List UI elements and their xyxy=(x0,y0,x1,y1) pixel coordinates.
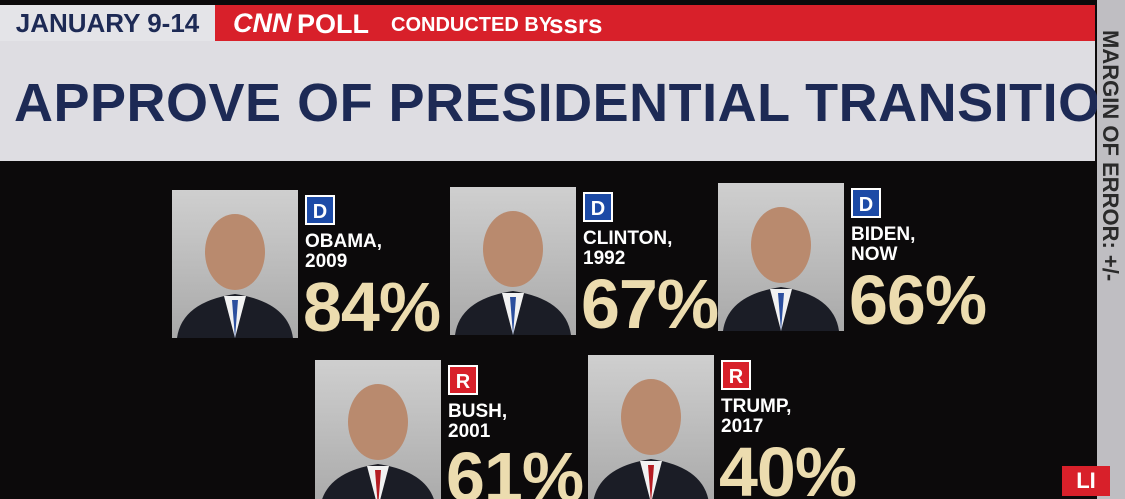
portrait xyxy=(588,355,714,499)
candidate-name: BIDEN, xyxy=(851,224,916,245)
candidate-name: BUSH, xyxy=(448,401,508,422)
candidate-year: 2009 xyxy=(305,251,348,272)
candidate-name: TRUMP, xyxy=(721,396,792,417)
poll-label: POLL xyxy=(297,9,369,39)
portrait xyxy=(315,360,441,499)
portrait-silhouette xyxy=(322,384,434,499)
portrait xyxy=(172,190,298,338)
party-badge: R xyxy=(448,365,478,395)
sponsor-label: ssrs xyxy=(549,9,603,39)
poll-banner: CNN POLL CONDUCTED BY ssrs xyxy=(215,5,1095,41)
candidate-name: CLINTON, xyxy=(583,228,673,249)
party-badge: D xyxy=(305,195,335,225)
portrait-silhouette xyxy=(177,214,293,338)
candidate-year: 2001 xyxy=(448,421,491,442)
candidate-year: 2017 xyxy=(721,416,764,437)
portrait-silhouette xyxy=(593,379,709,499)
date-label: JANUARY 9-14 xyxy=(0,5,215,41)
approval-value: 67% xyxy=(581,265,719,343)
candidate-name: OBAMA, xyxy=(305,231,383,252)
candidate-year: NOW xyxy=(851,244,898,265)
approval-value: 66% xyxy=(849,261,987,339)
approval-value: 61% xyxy=(446,438,584,499)
conducted-label: CONDUCTED BY xyxy=(391,14,553,36)
party-badge: R xyxy=(721,360,751,390)
approval-value: 40% xyxy=(719,433,857,499)
margin-of-error: MARGIN OF ERROR: +/- xyxy=(1098,30,1123,282)
portrait xyxy=(718,183,844,331)
title: APPROVE OF PRESIDENTIAL TRANSITION xyxy=(14,73,1125,133)
portrait xyxy=(450,187,576,335)
side-strip xyxy=(1097,0,1125,499)
party-badge: D xyxy=(583,192,613,222)
candidate-year: 1992 xyxy=(583,248,626,269)
portrait-silhouette xyxy=(455,211,571,335)
live-tag: LI xyxy=(1062,466,1110,496)
portrait-silhouette xyxy=(723,207,839,331)
approval-value: 84% xyxy=(303,268,441,346)
party-badge: D xyxy=(851,188,881,218)
title-band xyxy=(0,41,1095,161)
network-logo: CNN xyxy=(233,8,292,38)
